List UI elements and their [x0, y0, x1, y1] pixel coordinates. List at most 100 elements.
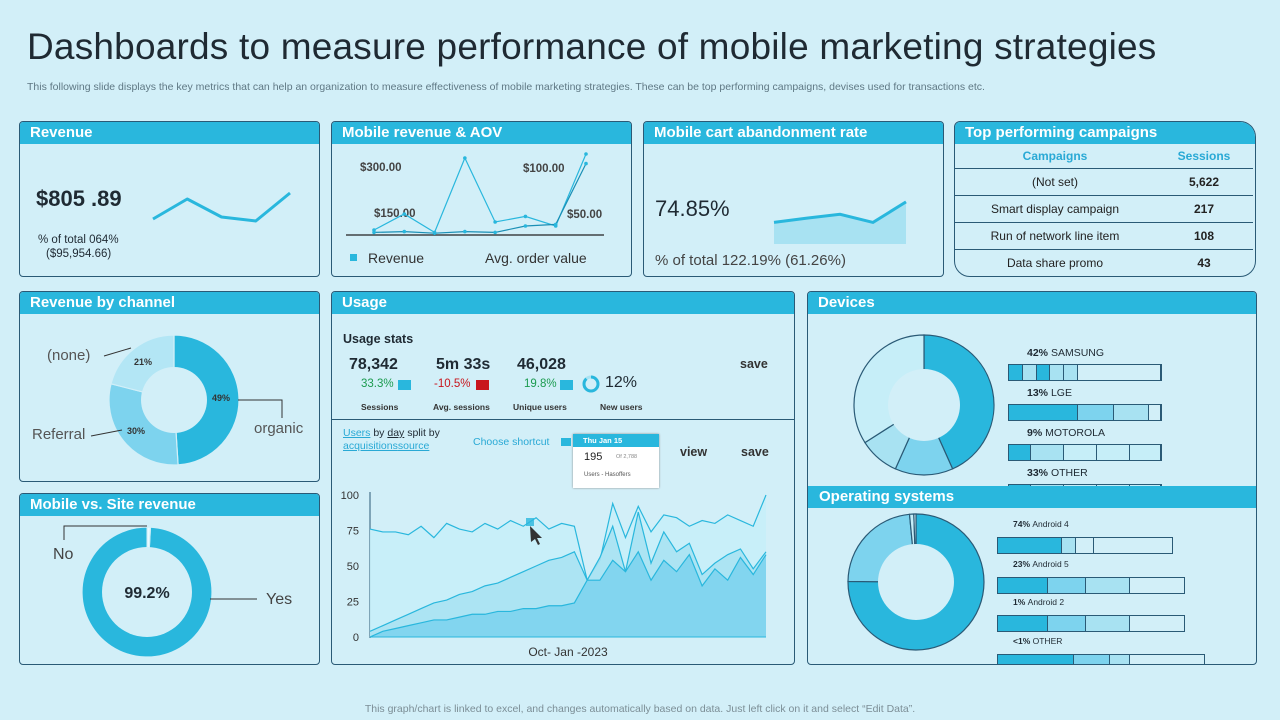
- footer-note: This graph/chart is linked to excel, and…: [364, 703, 916, 715]
- mrev-point: [584, 161, 588, 166]
- device-pct: 33%: [1027, 467, 1051, 479]
- os-bar-segment: [1086, 616, 1130, 631]
- usage-area-3: [370, 551, 766, 637]
- rbc-label-none: (none): [47, 347, 91, 364]
- mrev-point: [463, 156, 467, 160]
- rbc-label-referral: Referral: [32, 426, 86, 443]
- mrev-point: [493, 230, 497, 235]
- os-name: Android 5: [1032, 559, 1069, 569]
- cursor-point-marker: [526, 518, 534, 526]
- rbc-donut-hole: [141, 367, 207, 433]
- device-bar-segment: [1009, 405, 1079, 420]
- campaign-sessions: 5,622: [1155, 167, 1253, 195]
- acquisitions-link[interactable]: acquisitions: [343, 440, 398, 452]
- campaigns-header: Top performing campaigns: [955, 122, 1255, 144]
- rbc-leader-referral: [90, 429, 123, 437]
- os-pct: 74%: [1013, 519, 1033, 529]
- mobile-revenue-panel: Mobile revenue & AOV $300.00 $100.00 $15…: [331, 121, 632, 277]
- rbc-slice-label: 49%: [212, 393, 230, 403]
- source-link[interactable]: source: [397, 440, 430, 452]
- campaign-sessions: 43: [1155, 248, 1253, 276]
- revenue-panel: Revenue $805 .89 % of total 064% ($95,95…: [19, 121, 320, 277]
- choose-shortcut-link[interactable]: Choose shortcut: [473, 436, 550, 448]
- mvs-center-value: 99.2%: [124, 585, 169, 602]
- cart-abandonment-panel: Mobile cart abandonment rate 74.85% % of…: [643, 121, 944, 277]
- cursor-icon: [526, 518, 542, 545]
- usage-save-button-2[interactable]: save: [741, 445, 769, 459]
- campaigns-col-sessions: Sessions: [1177, 148, 1231, 163]
- campaigns-table: Campaigns Sessions (Not set) 5,622 Smart…: [955, 144, 1253, 276]
- new-users-label: New users: [600, 402, 643, 412]
- table-row: (Not set) 5,622: [955, 167, 1253, 195]
- day-link[interactable]: day: [387, 427, 405, 439]
- stat-change-unique-users: 19.8%: [524, 378, 557, 390]
- device-label: 13% LGE: [1027, 387, 1072, 399]
- tooltip-small: Of 2,788: [616, 454, 638, 460]
- os-name: Android 2: [1027, 597, 1065, 607]
- rbc-slice-label: 21%: [134, 357, 152, 367]
- rbc-label-organic: organic: [254, 420, 304, 437]
- device-bar-segment: [1050, 365, 1065, 380]
- device-name: MOTOROLA: [1045, 427, 1105, 439]
- os-header: Operating systems: [819, 488, 955, 505]
- cart-abandonment-value: 74.85%: [655, 196, 730, 221]
- mobile-vs-site-header: Mobile vs. Site revenue: [20, 494, 319, 516]
- os-label: 74% Android 4: [1013, 519, 1069, 529]
- usage-ytick-label: 0: [353, 632, 359, 644]
- users-link[interactable]: Users: [343, 427, 371, 439]
- os-bar-segment: [1048, 578, 1086, 593]
- mrev-point: [402, 229, 407, 234]
- device-bar-segment: [1064, 445, 1097, 460]
- revenue-by-channel-panel: Revenue by channel 49% 30% 21% organic R…: [19, 291, 320, 482]
- revenue-note-line1: % of total 064%: [38, 234, 119, 246]
- mrev-label-300: $300.00: [360, 162, 402, 174]
- stat-label-unique-users: Unique users: [513, 402, 567, 412]
- mrev-point: [372, 230, 376, 235]
- device-name: LGE: [1050, 387, 1072, 399]
- usage-line-3: [369, 550, 767, 638]
- os-slice: [847, 513, 985, 651]
- device-bar-segment: [1022, 365, 1037, 380]
- device-bar-segment: [1078, 365, 1162, 380]
- os-bar: [997, 654, 1205, 664]
- device-bar-segment: [1113, 405, 1150, 420]
- rbc-slice-label: 30%: [127, 426, 145, 436]
- stat-label-avg-sessions: Avg. sessions: [433, 402, 490, 412]
- usage-view-button[interactable]: view: [680, 445, 708, 459]
- device-pct: 9%: [1027, 427, 1046, 439]
- device-bar-segment: [1129, 445, 1161, 460]
- os-donut-chart: [847, 513, 985, 651]
- stat-up-marker-icon: [398, 380, 411, 390]
- mrev-legend-aov: Avg. order value: [485, 250, 587, 266]
- device-pct: 42%: [1027, 347, 1051, 359]
- revenue-note-line2: ($95,954.66): [46, 248, 112, 260]
- os-bar: [997, 537, 1173, 554]
- table-row: Data share promo 43: [955, 248, 1253, 276]
- usage-ytick-label: 25: [347, 597, 359, 609]
- usage-save-button[interactable]: save: [740, 357, 768, 371]
- device-label: 33% OTHER: [1027, 467, 1088, 479]
- stat-value-sessions: 78,342: [349, 356, 398, 373]
- device-bar-segment: [1009, 365, 1023, 380]
- stat-value-unique-users: 46,028: [517, 356, 566, 373]
- campaign-sessions: 108: [1155, 221, 1253, 249]
- mrev-point: [463, 229, 467, 234]
- mrev-point: [584, 152, 588, 156]
- campaigns-col-campaign: Campaigns: [1022, 148, 1088, 163]
- mrev-point: [523, 224, 528, 228]
- device-bar-segment: [1036, 365, 1051, 380]
- os-name: Android 4: [1032, 519, 1069, 529]
- rbc-leader-organic: [238, 399, 283, 418]
- cart-abandonment-chart: [773, 200, 907, 244]
- mvs-donut-hole: [102, 547, 192, 637]
- revenue-sparkline-chart: [152, 191, 291, 223]
- os-bar-segment: [1074, 655, 1110, 664]
- device-bar: [1008, 364, 1162, 381]
- os-bar-segment: [1076, 538, 1094, 553]
- mobile-revenue-header: Mobile revenue & AOV: [332, 122, 631, 144]
- usage-split-text: Users by day split by acquisitionssource: [343, 427, 440, 453]
- cart-abandonment-note: % of total 122.19% (61.26%): [655, 252, 846, 269]
- tooltip-value: 195: [584, 451, 603, 463]
- os-bar-segment: [998, 538, 1062, 553]
- devices-header: Devices: [808, 292, 1256, 314]
